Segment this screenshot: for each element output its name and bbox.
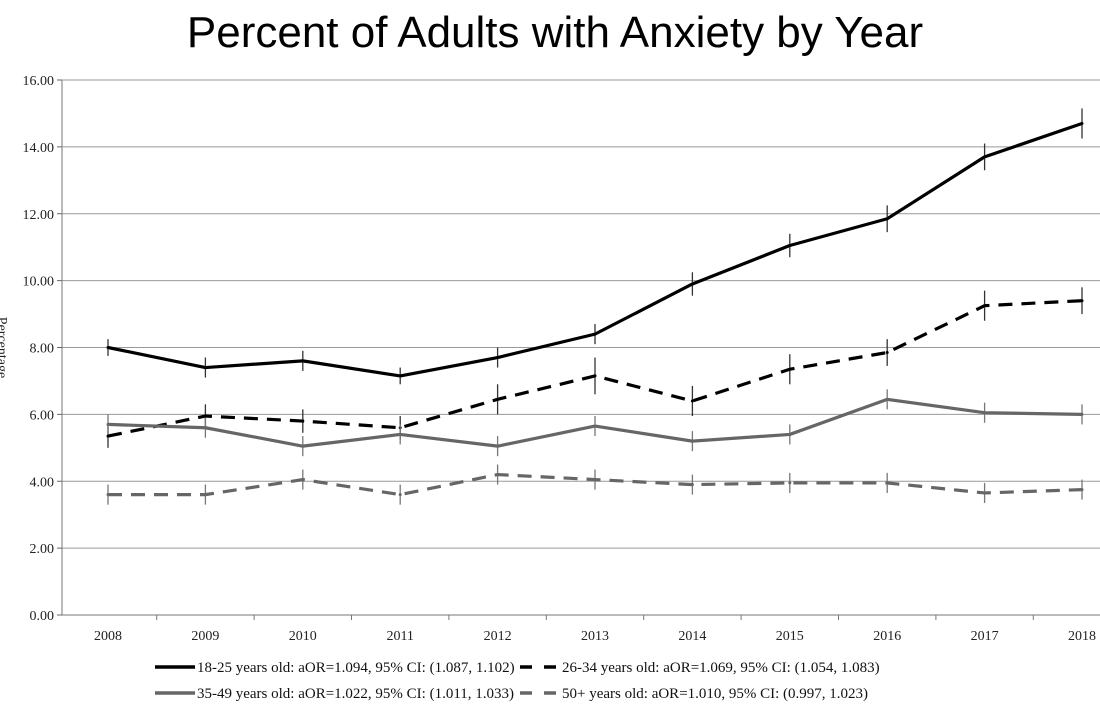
- y-axis-label: Percentage: [0, 317, 9, 378]
- data-point: [983, 491, 987, 495]
- x-tick-label: 2015: [776, 629, 804, 644]
- y-tick-label: 12.00: [23, 208, 55, 223]
- chart-title: Percent of Adults with Anxiety by Year: [186, 8, 924, 57]
- data-point: [106, 346, 110, 349]
- data-point: [301, 419, 305, 423]
- data-point: [885, 481, 889, 485]
- legend-label: 35-49 years old: aOR=1.022, 95% CI: (1.0…: [197, 686, 514, 702]
- data-point: [690, 483, 694, 487]
- data-point: [1080, 121, 1084, 125]
- data-point: [301, 359, 305, 363]
- data-point: [106, 434, 110, 438]
- data-point: [983, 411, 987, 415]
- data-point: [690, 439, 694, 443]
- data-point: [398, 432, 402, 436]
- data-point: [203, 414, 207, 418]
- x-tick-label: 2017: [971, 629, 999, 644]
- data-point: [788, 244, 792, 248]
- y-tick-label: 6.00: [30, 408, 55, 423]
- data-point: [885, 397, 889, 401]
- data-point: [398, 493, 402, 497]
- data-point: [203, 493, 207, 497]
- data-point: [496, 444, 500, 448]
- x-tick-label: 2014: [678, 629, 706, 644]
- x-tick-label: 2018: [1068, 629, 1096, 644]
- data-point: [203, 366, 207, 370]
- data-point: [301, 478, 305, 482]
- data-point: [788, 367, 792, 371]
- x-tick-label: 2008: [94, 629, 122, 644]
- data-point: [593, 332, 597, 336]
- x-tick-label: 2012: [484, 629, 512, 644]
- data-point: [593, 478, 597, 482]
- data-point: [1080, 299, 1084, 303]
- data-point: [496, 397, 500, 401]
- data-point: [203, 426, 207, 430]
- y-tick-label: 10.00: [23, 275, 55, 290]
- data-point: [496, 473, 500, 477]
- data-point: [885, 351, 889, 355]
- y-tick-label: 16.00: [23, 74, 55, 89]
- data-point: [690, 282, 694, 286]
- y-tick-label: 0.00: [30, 609, 55, 624]
- legend-label: 50+ years old: aOR=1.010, 95% CI: (0.997…: [562, 686, 868, 702]
- y-tick-label: 14.00: [23, 141, 55, 156]
- data-point: [788, 481, 792, 485]
- legend-label: 18-25 years old: aOR=1.094, 95% CI: (1.0…: [197, 660, 515, 676]
- x-tick-label: 2016: [873, 629, 901, 644]
- y-tick-label: 4.00: [30, 475, 55, 490]
- data-point: [106, 493, 110, 497]
- data-point: [398, 374, 402, 378]
- data-point: [593, 424, 597, 428]
- data-point: [885, 217, 889, 221]
- data-point: [983, 155, 987, 159]
- legend-label: 26-34 years old: aOR=1.069, 95% CI: (1.0…: [562, 660, 880, 676]
- data-point: [690, 399, 694, 403]
- data-point: [788, 432, 792, 436]
- data-point: [1080, 488, 1084, 492]
- x-tick-label: 2011: [386, 629, 413, 644]
- x-tick-label: 2013: [581, 629, 609, 644]
- x-tick-label: 2010: [289, 629, 317, 644]
- data-point: [496, 356, 500, 360]
- data-point: [301, 444, 305, 448]
- data-point: [593, 374, 597, 378]
- y-tick-label: 2.00: [30, 542, 55, 557]
- data-point: [106, 422, 110, 426]
- y-tick-label: 8.00: [30, 342, 55, 357]
- data-point: [983, 304, 987, 308]
- data-point: [1080, 412, 1084, 416]
- x-tick-label: 2009: [191, 629, 219, 644]
